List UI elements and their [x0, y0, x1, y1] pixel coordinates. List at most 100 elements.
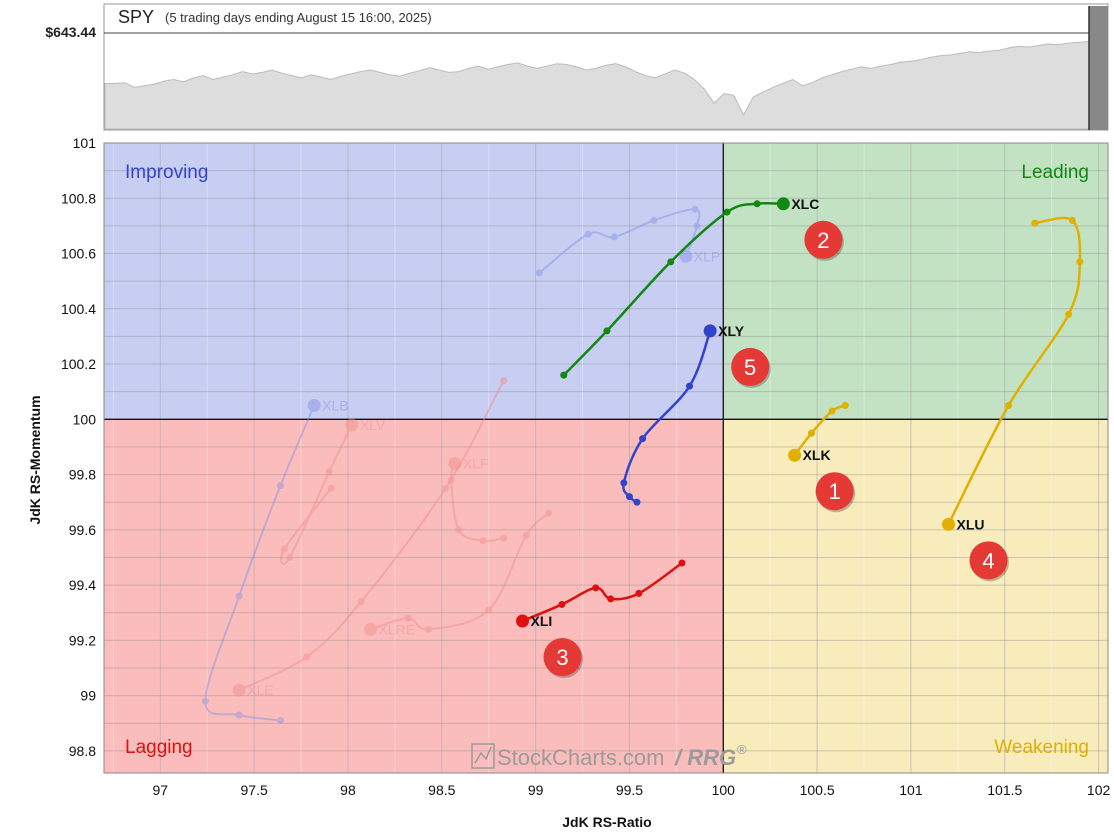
- y-tick-label: 100.6: [61, 246, 96, 262]
- x-tick-label: 97.5: [241, 782, 268, 798]
- tail-point-xlre[interactable]: [404, 614, 412, 622]
- rrg-chart: Improving Leading Lagging Weakening Stoc…: [27, 135, 1111, 830]
- tail-point-xlb[interactable]: [201, 697, 209, 705]
- head-xlv[interactable]: [345, 418, 359, 432]
- tail-point-xlb[interactable]: [235, 592, 243, 600]
- head-xlp[interactable]: [679, 249, 693, 263]
- x-tick-label: 99.5: [616, 782, 643, 798]
- tail-point-xlk[interactable]: [828, 407, 836, 415]
- y-tick-label: 100.2: [61, 356, 96, 372]
- tail-point-xly[interactable]: [633, 498, 641, 506]
- tail-point-xlv[interactable]: [325, 468, 333, 476]
- tail-point-xli[interactable]: [678, 559, 686, 567]
- head-xlf[interactable]: [448, 457, 462, 471]
- head-xlu[interactable]: [941, 517, 955, 531]
- badge-circle: [969, 541, 1008, 580]
- tail-xlp: [538, 208, 701, 274]
- x-tick-label: 98.5: [428, 782, 455, 798]
- head-xlk[interactable]: [788, 448, 802, 462]
- tail-point-xly[interactable]: [625, 493, 633, 501]
- tail-point-xlk[interactable]: [841, 402, 849, 409]
- tail-point-xlre[interactable]: [425, 625, 433, 633]
- series-xle: XLE: [232, 377, 508, 698]
- tail-point-xlu[interactable]: [1005, 402, 1013, 409]
- tail-point-xlf[interactable]: [455, 526, 463, 534]
- label-improving: Improving: [125, 162, 208, 183]
- tail-point-xlf[interactable]: [479, 537, 487, 545]
- tail-point-xlp[interactable]: [693, 222, 701, 230]
- watermark: StockCharts.com / RRG ®: [471, 742, 747, 770]
- tail-point-xlre[interactable]: [522, 531, 530, 539]
- tail-point-xlre[interactable]: [545, 509, 553, 517]
- head-xlc[interactable]: [776, 197, 790, 211]
- head-xli[interactable]: [515, 614, 529, 628]
- series-label-xlv: XLV: [360, 417, 386, 433]
- tail-point-xlu[interactable]: [1065, 310, 1073, 318]
- tail-point-xlc[interactable]: [723, 208, 731, 216]
- badge-number: 3: [556, 645, 568, 670]
- series-label-xlp: XLP: [694, 248, 720, 264]
- head-xlb[interactable]: [307, 399, 321, 412]
- tail-point-xlc[interactable]: [753, 200, 761, 208]
- tail-point-xlp[interactable]: [610, 233, 618, 241]
- tail-point-xlp[interactable]: [691, 205, 699, 213]
- tail-point-xlc[interactable]: [560, 371, 568, 379]
- tail-point-xlp[interactable]: [650, 216, 658, 224]
- tail-point-xle[interactable]: [303, 653, 311, 661]
- faded-sector-tails: XLP XLB XLV XLF XLRE XLE: [201, 205, 720, 724]
- spy-symbol: SPY: [118, 7, 154, 27]
- tail-point-xle[interactable]: [357, 598, 365, 606]
- tail-xli: [522, 561, 683, 623]
- tail-point-xle[interactable]: [442, 484, 450, 492]
- tail-point-xlu[interactable]: [1076, 258, 1084, 266]
- spy-price: $643.44: [45, 24, 96, 40]
- tail-point-xlu[interactable]: [1068, 216, 1076, 224]
- tail-xle: [238, 380, 505, 692]
- tail-point-xlc[interactable]: [667, 258, 675, 266]
- tail-point-xlv[interactable]: [286, 553, 294, 561]
- y-tick-label: 100: [73, 411, 97, 427]
- head-xlre[interactable]: [363, 622, 377, 636]
- tail-point-xle[interactable]: [500, 377, 508, 385]
- quadrant-weakening: [723, 419, 1108, 773]
- tail-point-xli[interactable]: [558, 600, 566, 608]
- badge-circle: [543, 638, 582, 677]
- tail-point-xlu[interactable]: [1031, 219, 1039, 227]
- tail-point-xlv[interactable]: [327, 484, 335, 492]
- series-label-xly: XLY: [718, 323, 745, 339]
- tail-point-xly[interactable]: [686, 382, 694, 390]
- tail-point-xli[interactable]: [635, 589, 643, 597]
- tail-point-xli[interactable]: [607, 595, 615, 603]
- head-xly[interactable]: [703, 324, 717, 338]
- tail-point-xlre[interactable]: [485, 606, 493, 614]
- label-lagging: Lagging: [125, 737, 193, 758]
- tail-point-xly[interactable]: [639, 435, 647, 443]
- head-xle[interactable]: [232, 683, 246, 697]
- grid-lines: [104, 142, 1108, 773]
- series-label-xlu: XLU: [956, 516, 984, 532]
- tail-point-xlv[interactable]: [280, 545, 288, 553]
- tail-point-xli[interactable]: [592, 584, 600, 592]
- series-label-xlf: XLF: [463, 456, 489, 472]
- series-label-xli: XLI: [530, 613, 552, 629]
- tail-point-xlf[interactable]: [500, 534, 508, 542]
- tail-point-xlf[interactable]: [447, 476, 455, 484]
- series-xlu: XLU: [941, 216, 1084, 532]
- tail-point-xlk[interactable]: [807, 429, 815, 437]
- tail-point-xlp[interactable]: [535, 269, 543, 277]
- tail-xlre: [370, 512, 550, 631]
- series-label-xlc: XLC: [791, 196, 819, 212]
- tail-point-xlc[interactable]: [603, 327, 611, 335]
- badge-circle: [815, 472, 854, 511]
- tail-point-xlb[interactable]: [276, 482, 284, 490]
- tail-point-xly[interactable]: [620, 479, 628, 487]
- x-tick-label: 99: [528, 782, 544, 798]
- tail-point-xlp[interactable]: [584, 230, 592, 238]
- series-xlre: XLRE: [363, 509, 553, 637]
- tail-point-xlb[interactable]: [276, 717, 284, 724]
- badge-xli: 3: [543, 638, 583, 679]
- x-tick-label: 102: [1087, 782, 1111, 798]
- tail-point-xlb[interactable]: [235, 711, 243, 719]
- y-tick-label: 100.4: [61, 301, 96, 317]
- badge-xlu: 4: [969, 541, 1009, 582]
